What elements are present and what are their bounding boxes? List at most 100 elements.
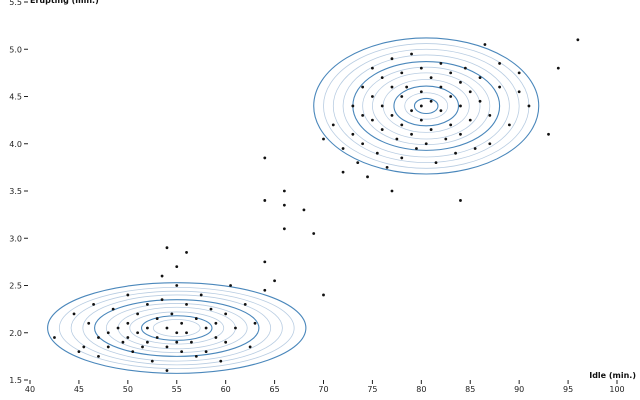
data-point xyxy=(424,142,428,146)
data-point xyxy=(302,208,306,212)
data-point xyxy=(209,307,213,311)
data-point xyxy=(410,109,413,113)
data-point xyxy=(463,66,467,70)
data-point xyxy=(126,336,130,339)
data-point xyxy=(126,321,130,325)
x-axis-title: Idle (min.) xyxy=(589,371,636,380)
data-point xyxy=(419,90,423,94)
data-point xyxy=(361,114,365,117)
data-point xyxy=(517,71,521,75)
data-point xyxy=(410,52,413,56)
data-point xyxy=(429,99,433,103)
data-point xyxy=(322,137,325,141)
data-point xyxy=(351,104,355,108)
x-tick-label: 70 xyxy=(318,385,328,394)
data-point xyxy=(273,279,276,283)
data-point xyxy=(419,118,423,122)
data-point xyxy=(214,321,218,325)
data-point xyxy=(390,189,394,193)
data-point xyxy=(160,274,164,278)
data-point xyxy=(331,123,335,127)
data-point xyxy=(131,350,135,354)
data-point xyxy=(224,312,228,316)
data-point xyxy=(214,336,218,339)
data-point xyxy=(92,303,95,306)
contour-0-9 xyxy=(152,319,201,337)
data-point xyxy=(400,123,404,127)
data-point xyxy=(165,326,169,330)
data-point xyxy=(380,104,384,108)
contour-1-0 xyxy=(313,37,540,175)
data-point xyxy=(459,132,462,136)
x-tick-label: 75 xyxy=(367,385,377,394)
data-point xyxy=(82,345,86,349)
data-point xyxy=(419,66,423,70)
data-point xyxy=(165,369,169,372)
data-point xyxy=(263,260,267,264)
data-point xyxy=(282,203,286,207)
data-point xyxy=(204,326,208,330)
data-point xyxy=(199,293,203,297)
data-point xyxy=(419,104,423,108)
x-tick-label: 90 xyxy=(514,385,524,394)
data-point xyxy=(395,137,399,141)
data-point xyxy=(150,359,154,363)
x-tick-label: 55 xyxy=(172,385,182,394)
data-point xyxy=(434,161,438,165)
contour-1-2 xyxy=(332,48,520,164)
data-point xyxy=(517,90,521,94)
data-point xyxy=(263,156,267,160)
data-point xyxy=(136,331,140,335)
y-tick-label: 5.5 xyxy=(9,0,22,7)
contour-1-10 xyxy=(413,97,439,115)
data-point xyxy=(527,104,531,108)
contour-0-7 xyxy=(129,311,225,345)
data-point xyxy=(371,95,374,98)
data-point xyxy=(507,123,511,127)
data-point xyxy=(473,147,477,150)
density-contours xyxy=(47,37,540,374)
data-point xyxy=(180,350,184,354)
data-point xyxy=(204,350,208,354)
data-point xyxy=(219,359,223,363)
scatter-points xyxy=(53,38,580,372)
data-point xyxy=(312,232,316,235)
y-tick-label: 3.0 xyxy=(9,234,22,243)
data-point xyxy=(498,62,501,65)
data-point xyxy=(155,336,159,339)
contour-0-2 xyxy=(70,290,283,366)
data-point xyxy=(185,331,188,335)
y-tick-label: 4.5 xyxy=(9,93,22,102)
data-point xyxy=(449,123,453,127)
data-point xyxy=(478,76,482,79)
x-tick-label: 65 xyxy=(269,385,279,394)
data-point xyxy=(556,66,560,70)
x-tick-label: 85 xyxy=(465,385,475,394)
contour-1-4 xyxy=(352,60,501,151)
contour-0-3 xyxy=(82,294,272,362)
data-point xyxy=(72,312,76,316)
data-point xyxy=(361,85,365,89)
data-point xyxy=(380,76,384,79)
data-point xyxy=(175,284,179,287)
data-point xyxy=(106,331,110,335)
data-point xyxy=(175,340,179,344)
data-point xyxy=(341,170,345,174)
data-point xyxy=(459,104,462,108)
data-point xyxy=(576,38,580,42)
data-point xyxy=(116,326,120,330)
data-point xyxy=(356,161,360,165)
y-tick-label: 2.0 xyxy=(9,329,22,338)
data-point xyxy=(400,71,404,75)
data-point xyxy=(146,340,149,344)
data-point xyxy=(444,137,448,141)
data-point xyxy=(97,336,100,339)
data-point xyxy=(459,199,462,202)
contour-1-6 xyxy=(372,72,481,140)
data-point xyxy=(366,175,369,179)
data-point xyxy=(488,114,492,117)
data-point xyxy=(371,118,374,122)
data-point xyxy=(180,321,184,325)
data-point xyxy=(253,321,257,325)
